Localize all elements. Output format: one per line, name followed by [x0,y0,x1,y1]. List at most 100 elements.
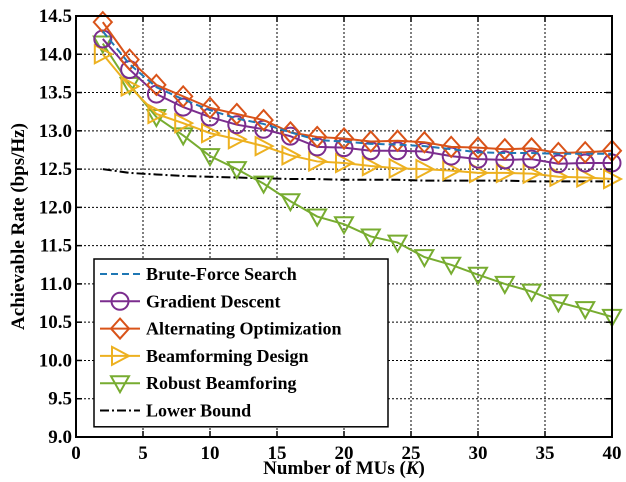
data-point-alternating-optimization [521,136,542,160]
series-robust-beamforing [92,35,623,328]
legend-label-brute-force-search: Brute-Force Search [146,264,297,284]
y-tick-label: 10.5 [39,312,72,333]
data-point-beamforming-design [227,128,248,150]
legend-marker-alternating-optimization [109,317,131,341]
legend-label-robust-beamforing: Robust Beamforing [146,373,297,393]
data-point-beamforming-design [308,150,329,173]
series-layer [92,10,624,328]
y-tick-label: 13.0 [39,121,72,142]
x-tick-label: 25 [402,443,421,464]
data-point-beamforming-design [120,75,141,98]
x-axis-label-text: Number of MUs ( [263,458,406,479]
data-point-alternating-optimization [119,48,140,72]
legend-marker-beamforming-design [111,345,132,367]
y-tick-label: 12.0 [39,197,72,218]
data-point-gradient-descent [173,97,193,117]
data-point-robust-beamforing [199,148,221,168]
x-tick-label: 40 [603,443,622,464]
data-point-alternating-optimization [333,126,355,150]
data-point-robust-beamforing [413,249,436,269]
legend-box [93,258,389,428]
data-point-robust-beamforing [306,208,328,228]
series-lower-bound [102,168,612,183]
data-point-alternating-optimization [360,130,382,154]
data-point-alternating-optimization [226,102,248,126]
x-axis-label-variable: K [405,458,420,479]
series-line-alternating-optimization [101,21,613,155]
y-tick-label: 11.5 [40,236,72,257]
data-point-gradient-descent [120,60,140,80]
x-tick-label: 20 [335,443,354,464]
y-tick-label: 9.0 [48,427,72,448]
axis-ticks: 0 5 10 15 20 25 30 35 40 9.0 9.5 10.0 10.5 11.0 11.5 12… [39,6,622,464]
series-line-gradient-descent [102,38,612,165]
y-tick-label: 14.0 [39,44,72,65]
x-axis-label: Number of MUs (K) [263,458,425,479]
series-line-lower-bound [102,168,612,183]
data-point-beamforming-design [147,103,168,125]
data-point-gradient-descent [227,115,247,135]
x-tick-label: 5 [138,443,148,464]
data-point-gradient-descent [280,126,300,146]
data-point-robust-beamforing [360,228,382,248]
data-point-beamforming-design [415,158,436,180]
data-point-alternating-optimization [253,108,274,132]
series-line-robust-beamforing [101,43,613,318]
series-alternating-optimization [92,10,623,165]
y-tick-label: 10.0 [39,350,72,371]
data-point-gradient-descent [93,29,113,49]
data-point-beamforming-design [442,159,463,182]
legend-label-beamforming-design: Beamforming Design [146,346,308,366]
series-line-brute-force-search [102,30,612,155]
data-point-robust-beamforing [494,275,516,295]
data-point-gradient-descent [388,141,408,161]
data-point-robust-beamforing [333,216,355,236]
x-tick-label: 0 [71,443,81,464]
series-brute-force-search [102,30,612,155]
data-point-robust-beamforing [440,256,462,276]
x-axis-label-close: ) [419,458,425,479]
x-tick-label: 10 [201,443,220,464]
data-point-beamforming-design [522,163,543,185]
data-point-gradient-descent [307,137,327,157]
data-point-alternating-optimization [306,125,328,149]
y-tick-label: 11.0 [40,274,72,295]
data-point-robust-beamforing [279,193,302,213]
series-beamforming-design [93,43,624,190]
data-point-alternating-optimization [387,129,408,153]
legend-marker-gradient-descent [110,291,130,311]
y-tick-label: 14.5 [39,6,72,27]
data-point-alternating-optimization [172,84,194,108]
data-point-alternating-optimization [494,137,516,161]
data-point-beamforming-design [388,157,409,179]
y-axis-label: Achievable Rate (bps/Hz) [8,123,29,330]
x-tick-label: 30 [469,443,488,464]
data-point-beamforming-design [201,122,222,144]
y-tick-label: 13.5 [39,83,72,104]
data-point-alternating-optimization [548,141,569,165]
data-point-beamforming-design [93,43,114,65]
legend-marker-robust-beamforing [109,375,131,395]
data-point-beamforming-design [576,166,597,189]
legend-label-gradient-descent: Gradient Descent [146,291,280,311]
data-point-robust-beamforing [547,294,570,314]
data-point-beamforming-design [174,112,195,134]
data-point-beamforming-design [335,152,356,174]
legend-label-alternating-optimization: Alternating Optimization [146,319,342,339]
data-point-gradient-descent [522,149,542,169]
data-point-robust-beamforing [467,266,489,286]
data-point-alternating-optimization [574,140,596,164]
data-point-beamforming-design [361,155,382,177]
data-point-alternating-optimization [199,96,221,120]
legend-label-lower-bound: Lower Bound [146,401,251,421]
x-tick-label: 15 [268,443,287,464]
data-point-robust-beamforing [386,234,409,254]
legend: Brute-Force Search Gradient Descent Altern… [93,258,389,428]
data-point-robust-beamforing [520,283,543,303]
data-point-robust-beamforing [574,301,596,321]
data-point-gradient-descent [575,153,595,173]
data-point-alternating-optimization [414,130,435,154]
data-point-robust-beamforing [226,161,248,181]
data-point-alternating-optimization [440,135,462,159]
